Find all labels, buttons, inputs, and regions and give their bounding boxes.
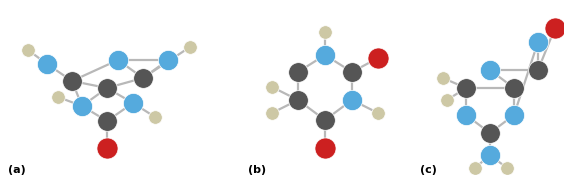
Point xyxy=(534,41,543,43)
Point xyxy=(42,63,51,65)
Point xyxy=(320,54,329,56)
Point xyxy=(320,147,329,149)
Point xyxy=(267,86,276,88)
Point xyxy=(320,31,329,33)
Point xyxy=(77,105,86,107)
Point xyxy=(461,87,470,89)
Point xyxy=(486,132,495,134)
Point xyxy=(113,59,122,61)
Point xyxy=(373,112,382,114)
Point xyxy=(164,59,173,61)
Point xyxy=(139,77,148,79)
Point xyxy=(461,114,470,116)
Point xyxy=(293,99,302,101)
Point xyxy=(129,102,138,104)
Point xyxy=(103,147,112,149)
Point xyxy=(293,71,302,73)
Point xyxy=(509,87,518,89)
Text: (c): (c) xyxy=(420,165,437,175)
Point xyxy=(503,167,512,169)
Point xyxy=(486,69,495,71)
Point xyxy=(103,87,112,89)
Point xyxy=(347,99,356,101)
Point xyxy=(267,112,276,114)
Point xyxy=(534,69,543,71)
Point xyxy=(486,154,495,156)
Point xyxy=(320,119,329,121)
Point xyxy=(103,120,112,122)
Point xyxy=(54,96,63,98)
Text: (a): (a) xyxy=(8,165,26,175)
Point xyxy=(550,27,559,29)
Point xyxy=(438,77,447,79)
Point xyxy=(373,57,382,59)
Point xyxy=(68,80,77,82)
Point xyxy=(443,99,452,101)
Point xyxy=(470,167,479,169)
Point xyxy=(151,116,160,118)
Point xyxy=(347,71,356,73)
Point xyxy=(186,46,195,48)
Point xyxy=(24,49,33,51)
Text: (b): (b) xyxy=(248,165,266,175)
Point xyxy=(509,114,518,116)
